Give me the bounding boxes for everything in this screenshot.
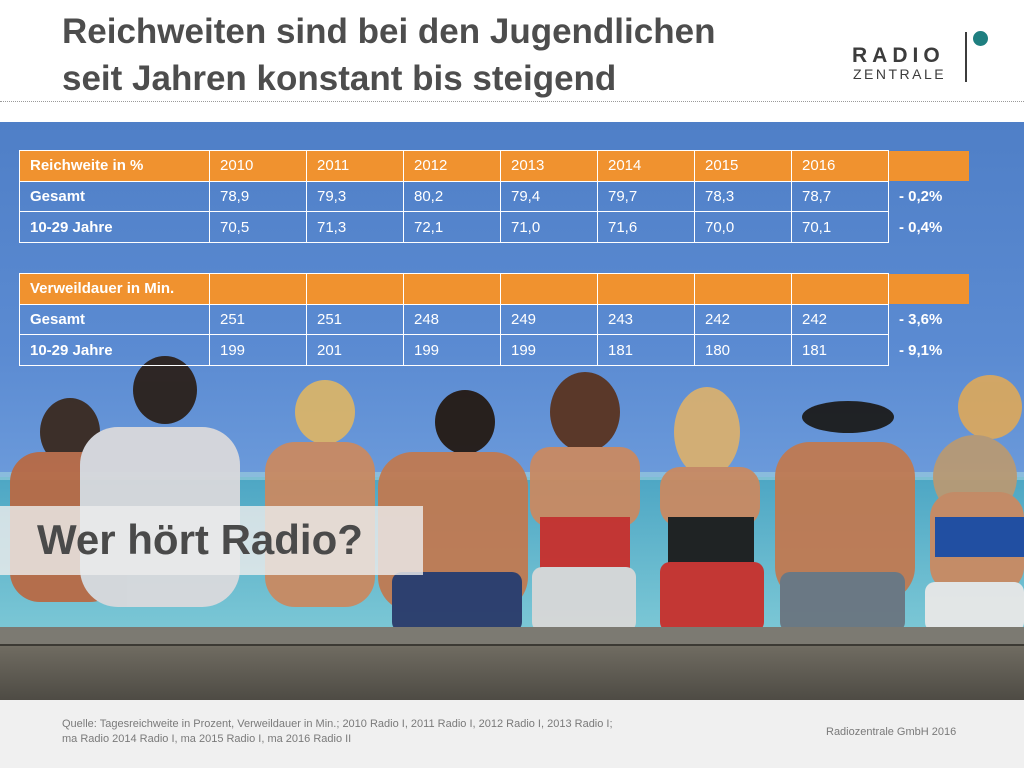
- question-text: Wer hört Radio?: [37, 516, 363, 563]
- table-cell: 71,3: [306, 211, 404, 244]
- row-label: 10-29 Jahre: [19, 211, 210, 244]
- duration-header-cell: [694, 273, 792, 305]
- logo-text-zentrale: ZENTRALE: [853, 66, 947, 82]
- table-cell: 79,4: [500, 180, 598, 213]
- row-label: 10-29 Jahre: [19, 334, 210, 367]
- table-cell: 80,2: [403, 180, 501, 213]
- duration-header-label: Verweildauer in Min.: [19, 273, 210, 305]
- logo-text-radio: RADIO: [852, 44, 945, 67]
- duration-table: Verweildauer in Min. Gesamt 251 251 248 …: [19, 273, 969, 367]
- table-cell: 78,7: [791, 180, 889, 213]
- title-line-1: Reichweiten sind bei den Jugendlichen: [62, 12, 716, 51]
- reach-header-year: 2014: [597, 150, 695, 182]
- source-line-1: Quelle: Tagesreichweite in Prozent, Verw…: [62, 718, 613, 730]
- duration-header-cell: [500, 273, 598, 305]
- duration-header-cell: [209, 273, 307, 305]
- logo-dot-icon: [973, 31, 988, 46]
- table-cell: 251: [306, 303, 404, 336]
- reach-header-year: 2011: [306, 150, 404, 182]
- table-cell: 243: [597, 303, 695, 336]
- table-cell: 70,5: [209, 211, 307, 244]
- duration-table-header-row: Verweildauer in Min.: [19, 273, 969, 305]
- reach-header-label: Reichweite in %: [19, 150, 210, 182]
- change-value: - 3,6%: [899, 311, 943, 329]
- reach-header-year: 2015: [694, 150, 792, 182]
- table-cell: 72,1: [403, 211, 501, 244]
- table-row: Gesamt 78,9 79,3 80,2 79,4 79,7 78,3 78,…: [19, 180, 969, 213]
- reach-header-year: 2012: [403, 150, 501, 182]
- table-cell: 242: [791, 303, 889, 336]
- header-divider: [0, 101, 1024, 102]
- duration-header-change-spacer: [888, 273, 969, 305]
- table-cell: 242: [694, 303, 792, 336]
- title-line-2: seit Jahren konstant bis steigend: [62, 59, 617, 98]
- table-cell: 251: [209, 303, 307, 336]
- table-cell: 79,7: [597, 180, 695, 213]
- table-cell: 78,3: [694, 180, 792, 213]
- reach-table: Reichweite in % 2010 2011 2012 2013 2014…: [19, 150, 969, 244]
- change-value: - 0,4%: [899, 218, 943, 236]
- table-cell: 199: [500, 334, 598, 367]
- row-label: Gesamt: [19, 180, 210, 213]
- table-row: 10-29 Jahre 70,5 71,3 72,1 71,0 71,6 70,…: [19, 211, 969, 244]
- reach-header-year: 2010: [209, 150, 307, 182]
- reach-header-change-spacer: [888, 150, 969, 182]
- slide-footer: [0, 700, 1024, 768]
- table-cell: 71,6: [597, 211, 695, 244]
- change-value: - 9,1%: [899, 341, 943, 359]
- radiozentrale-logo: RADIO ZENTRALE: [852, 28, 992, 84]
- table-cell: 71,0: [500, 211, 598, 244]
- copyright-text: Radiozentrale GmbH 2016: [826, 726, 957, 738]
- table-cell: 79,3: [306, 180, 404, 213]
- duration-header-cell: [597, 273, 695, 305]
- logo-bar: [965, 32, 967, 82]
- table-cell: 199: [403, 334, 501, 367]
- table-cell: 249: [500, 303, 598, 336]
- slide-header: Reichweiten sind bei den Jugendlichen se…: [0, 0, 1024, 103]
- table-row: 10-29 Jahre 199 201 199 199 181 180 181 …: [19, 334, 969, 367]
- duration-header-cell: [403, 273, 501, 305]
- reach-header-year: 2016: [791, 150, 889, 182]
- table-cell: 70,0: [694, 211, 792, 244]
- table-row: Gesamt 251 251 248 249 243 242 242 - 3,6…: [19, 303, 969, 336]
- duration-header-cell: [306, 273, 404, 305]
- row-label: Gesamt: [19, 303, 210, 336]
- reach-header-year: 2013: [500, 150, 598, 182]
- table-cell: 181: [597, 334, 695, 367]
- table-cell: 199: [209, 334, 307, 367]
- source-line-2: ma Radio 2014 Radio I, ma 2015 Radio I, …: [62, 733, 352, 745]
- table-cell: 248: [403, 303, 501, 336]
- question-banner: [0, 506, 423, 575]
- table-cell: 70,1: [791, 211, 889, 244]
- table-cell: 78,9: [209, 180, 307, 213]
- table-cell: 180: [694, 334, 792, 367]
- duration-header-cell: [791, 273, 889, 305]
- source-note: Quelle: Tagesreichweite in Prozent, Verw…: [62, 717, 702, 747]
- table-cell: 181: [791, 334, 889, 367]
- change-value: - 0,2%: [899, 188, 943, 206]
- slide-title: Reichweiten sind bei den Jugendlichen se…: [62, 8, 842, 102]
- table-cell: 201: [306, 334, 404, 367]
- reach-table-header-row: Reichweite in % 2010 2011 2012 2013 2014…: [19, 150, 969, 182]
